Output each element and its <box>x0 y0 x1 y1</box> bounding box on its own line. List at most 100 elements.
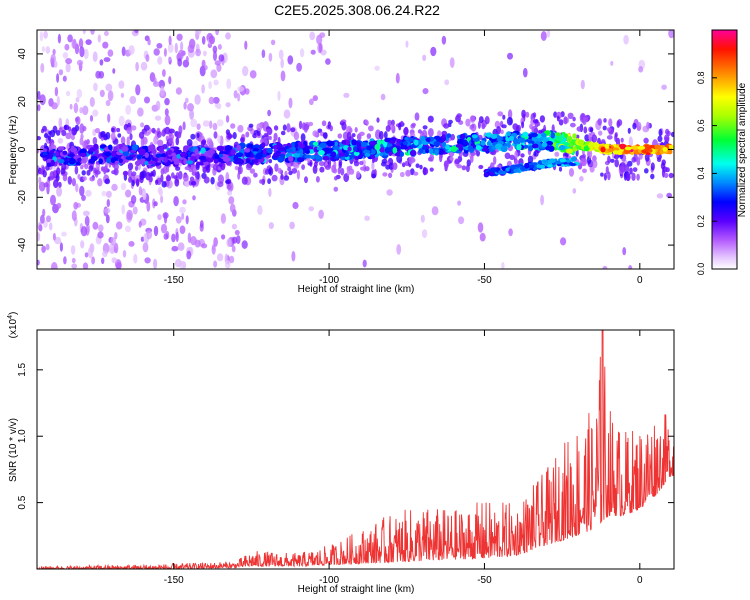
noise-blob <box>114 232 118 240</box>
band-blob <box>131 171 137 177</box>
band-blob <box>390 119 395 127</box>
band-blob <box>340 167 345 176</box>
noise-blob <box>167 43 174 53</box>
signal-blob <box>458 145 464 152</box>
noise-blob <box>479 232 486 242</box>
noise-blob <box>129 95 137 105</box>
noise-blob <box>135 84 141 96</box>
signal-blob <box>456 140 463 145</box>
noise-blob <box>125 104 132 115</box>
colorbar-label: Normalized spectral amplitude <box>737 82 748 217</box>
snr-ylabel: SNR (10 * v/v) <box>8 418 19 482</box>
band-blob <box>63 124 70 131</box>
band-blob <box>165 175 172 182</box>
band-blob <box>614 133 618 143</box>
noise-blob <box>232 236 238 244</box>
chart-title: C2E5.2025.308.06.24.R22 <box>274 2 440 18</box>
signal-blob <box>147 144 155 152</box>
noise-blob <box>125 189 132 198</box>
signal-blob <box>222 157 231 163</box>
band-blob <box>62 173 68 182</box>
band-blob <box>398 122 402 131</box>
noise-blob <box>160 223 168 234</box>
band-blob <box>207 138 213 146</box>
signal-blob <box>490 134 498 139</box>
noise-blob <box>249 168 256 174</box>
signal-blob <box>332 145 340 151</box>
band-blob <box>554 151 560 157</box>
noise-blob <box>309 31 316 41</box>
noise-blob <box>175 231 179 242</box>
snr-multiplier-close: ) <box>8 312 19 315</box>
noise-blob <box>62 52 69 59</box>
band-blob <box>337 133 343 139</box>
band-blob <box>469 124 473 130</box>
noise-blob <box>292 201 299 210</box>
noise-blob <box>130 125 137 131</box>
colorbar-tick-label: 0.6 <box>696 119 706 132</box>
signal-blob <box>471 134 478 139</box>
noise-blob <box>137 107 144 117</box>
signal-blob <box>299 144 305 149</box>
band-blob <box>210 176 215 185</box>
noise-blob <box>270 39 276 46</box>
signal-blob <box>559 144 566 151</box>
band-blob <box>58 181 62 188</box>
band-blob <box>470 123 477 132</box>
band-blob <box>533 151 537 157</box>
noise-blob <box>192 195 196 201</box>
band-blob <box>338 159 343 167</box>
noise-blob <box>202 120 210 127</box>
band-blob <box>300 133 306 142</box>
signal-blob <box>353 151 360 157</box>
noise-blob <box>622 247 627 256</box>
band-blob <box>329 125 334 132</box>
signal-blob <box>630 145 639 150</box>
noise-blob <box>185 215 189 225</box>
band-blob <box>429 167 434 172</box>
noise-blob <box>75 97 80 103</box>
noise-blob <box>54 86 59 97</box>
band-blob <box>629 167 633 175</box>
noise-blob <box>71 210 77 222</box>
band-blob <box>42 125 47 132</box>
band-blob <box>396 154 403 163</box>
noise-blob <box>121 204 125 215</box>
signal-blob <box>50 159 55 166</box>
noise-blob <box>221 234 226 240</box>
band-blob <box>636 173 640 181</box>
noise-blob <box>227 190 233 196</box>
noise-blob <box>158 79 165 89</box>
noise-blob <box>261 49 266 58</box>
signal-blob <box>548 145 555 152</box>
signal-blob <box>113 146 118 151</box>
signal-blob <box>495 143 503 150</box>
signal-blob <box>480 140 486 146</box>
band-blob <box>532 112 537 118</box>
band-blob <box>291 168 298 174</box>
noise-blob <box>177 58 183 67</box>
noise-blob <box>76 59 84 66</box>
signal-blob <box>508 135 515 141</box>
signal-blob <box>122 150 130 157</box>
signal-blob <box>233 155 239 162</box>
noise-blob <box>78 38 84 48</box>
noise-blob <box>257 205 263 216</box>
noise-blob <box>145 54 150 62</box>
band-blob <box>556 115 560 122</box>
x-tick-label: -50 <box>477 575 492 586</box>
signal-blob <box>352 146 358 152</box>
noise-blob <box>386 189 393 196</box>
signal-blob <box>392 147 398 154</box>
signal-blob <box>418 148 424 154</box>
band-blob <box>203 176 210 184</box>
band-blob <box>131 179 135 187</box>
band-blob <box>539 115 546 123</box>
band-blob <box>443 160 449 168</box>
noise-blob <box>97 178 103 187</box>
noise-blob <box>212 96 220 104</box>
band-blob <box>110 132 116 141</box>
noise-blob <box>225 115 230 123</box>
band-blob <box>570 122 576 128</box>
